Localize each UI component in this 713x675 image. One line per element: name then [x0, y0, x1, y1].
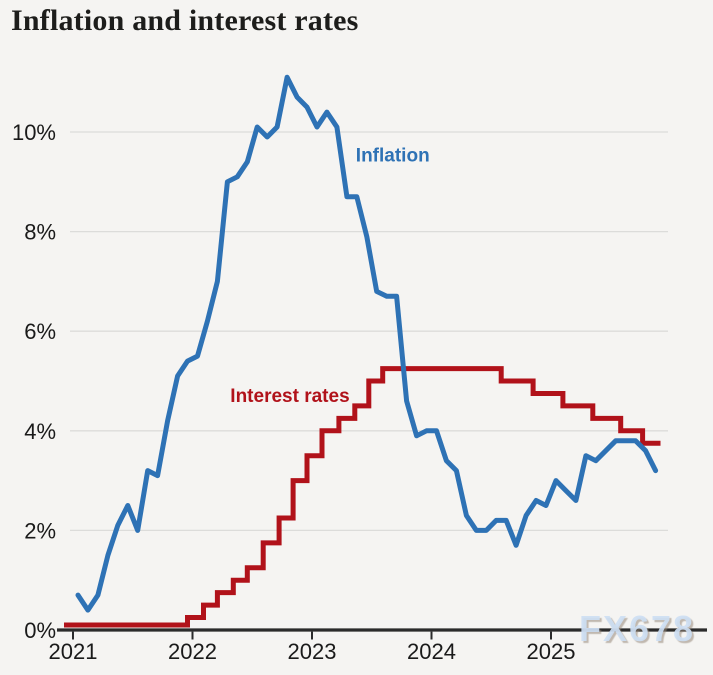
x-axis-tick-label: 2021	[49, 639, 98, 664]
chart-title: Inflation and interest rates	[11, 4, 359, 37]
inflation-line	[75, 74, 659, 613]
y-axis-tick-label: 6%	[24, 319, 56, 344]
y-axis-tick-label: 8%	[24, 220, 56, 245]
interest-rates-label: Interest rates	[230, 386, 349, 407]
watermark: FX678	[579, 608, 696, 649]
x-axis-tick-label: 2022	[168, 639, 217, 664]
y-axis-tick-label: 10%	[12, 120, 56, 145]
y-axis-tick-label: 2%	[24, 518, 56, 543]
y-axis-tick-label: 0%	[24, 618, 56, 643]
inflation-label: Inflation	[356, 145, 430, 166]
y-axis-tick-label: 4%	[24, 419, 56, 444]
x-axis-tick-label: 2024	[407, 639, 456, 664]
x-axis-tick-label: 2025	[527, 639, 576, 664]
x-axis-tick-label: 2023	[288, 639, 337, 664]
interest-rates-line	[64, 366, 661, 628]
